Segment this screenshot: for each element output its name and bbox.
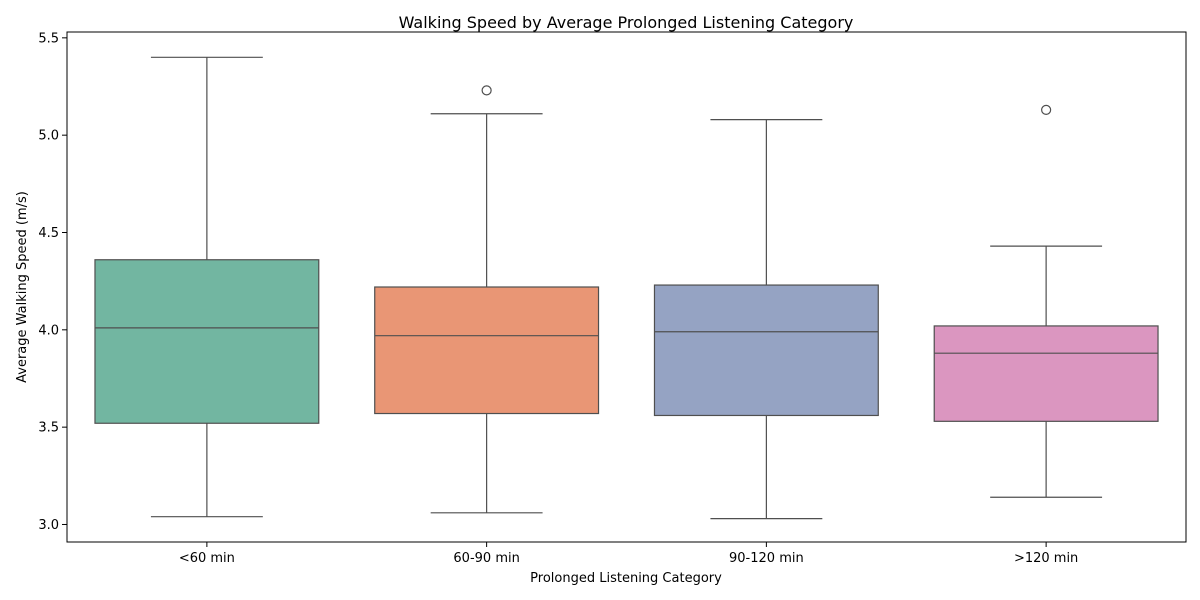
y-tick-label: 4.5	[38, 226, 59, 241]
box-iqr	[933, 325, 1159, 422]
box-iqr	[94, 259, 320, 424]
x-tick-label: 90-120 min	[729, 551, 804, 566]
box-group	[94, 56, 320, 518]
x-tick-label: <60 min	[179, 551, 235, 566]
outlier-point	[1041, 104, 1052, 115]
plot-area	[94, 56, 1159, 520]
chart-title: Walking Speed by Average Prolonged Liste…	[399, 13, 854, 32]
outlier-point	[481, 85, 492, 96]
box-iqr	[374, 286, 600, 415]
y-axis: 3.0 3.5 4.0 4.5 5.0 5.5	[38, 31, 67, 533]
box-iqr	[653, 284, 879, 417]
y-tick-label: 4.0	[38, 323, 59, 338]
box-group	[653, 118, 879, 520]
x-axis-label: Prolonged Listening Category	[530, 571, 722, 586]
y-tick-label: 3.0	[38, 518, 59, 533]
x-tick-label: 60-90 min	[453, 551, 519, 566]
y-tick-label: 5.0	[38, 129, 59, 144]
x-tick-label: >120 min	[1014, 551, 1078, 566]
axes-frame	[66, 31, 1187, 543]
box-group	[933, 104, 1159, 498]
y-tick-label: 3.5	[38, 421, 59, 436]
x-axis: <60 min 60-90 min 90-120 min >120 min	[179, 542, 1078, 566]
y-axis-label: Average Walking Speed (m/s)	[15, 191, 30, 383]
box-group	[374, 85, 600, 514]
y-tick-label: 5.5	[38, 31, 59, 46]
